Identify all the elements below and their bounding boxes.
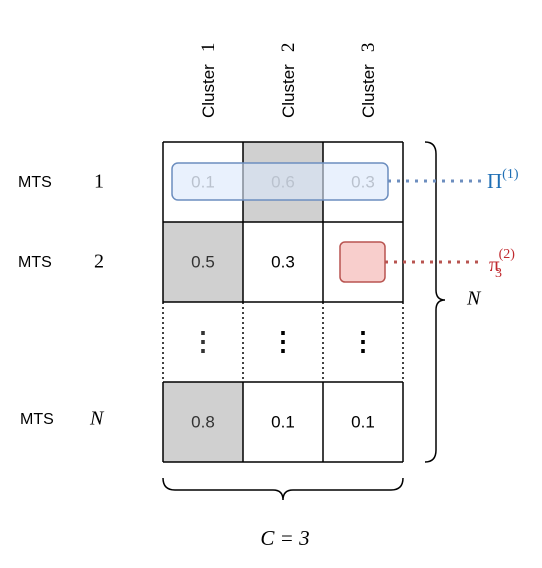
column-index: 1 (198, 43, 219, 53)
shaded-cell (163, 222, 243, 302)
cell-value: 0.5 (191, 252, 215, 271)
row-label: MTS (20, 411, 54, 428)
row-highlight (171, 162, 389, 201)
column-header: Cluster 1 (198, 43, 219, 118)
row-vector-label: Π(1) (487, 167, 519, 193)
cell-highlight (339, 241, 386, 283)
ellipsis: ⋮ (270, 326, 296, 356)
column-label: Cluster (279, 64, 298, 118)
row-label: MTS (18, 254, 52, 271)
row-label: MTS (18, 174, 52, 191)
col-brace (162, 477, 404, 501)
row-index: 2 (94, 251, 104, 273)
cell-value: 0.3 (271, 252, 295, 271)
cell-value: 0.8 (191, 412, 215, 431)
subscript: 3 (495, 266, 502, 281)
shaded-cell (163, 382, 243, 462)
symbol: Π (487, 169, 502, 193)
cell-value: 0.1 (271, 412, 295, 431)
column-label: Cluster (199, 64, 218, 118)
superscript: (2) (499, 247, 516, 262)
row-brace (424, 141, 446, 463)
row-brace-label: N (466, 288, 482, 310)
column-index: 2 (278, 43, 299, 53)
column-label: Cluster (359, 64, 378, 118)
cell-value: 0.1 (351, 412, 375, 431)
row-index: N (89, 408, 105, 430)
ellipsis: ⋮ (190, 326, 216, 356)
matrix: Cluster1Cluster2Cluster3MTS10.10.60.3MTS… (18, 43, 404, 463)
column-index: 3 (358, 43, 379, 53)
column-header: Cluster 2 (278, 43, 299, 118)
symbol: π (489, 252, 500, 276)
superscript: (1) (502, 167, 519, 182)
col-brace-label: C = 3 (260, 526, 309, 550)
column-header: Cluster 3 (358, 43, 379, 118)
ellipsis: ⋮ (350, 326, 376, 356)
row-index: 1 (94, 171, 104, 193)
element-label: π(2) 3 (489, 247, 515, 281)
